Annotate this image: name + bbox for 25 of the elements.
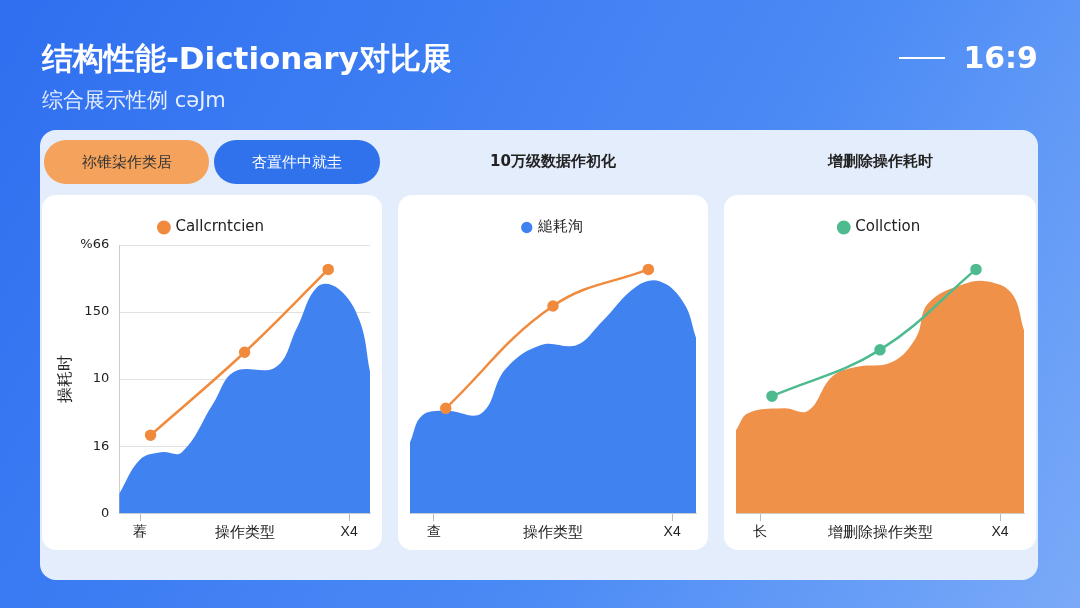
text: 祢锥柒作类居 [44,140,209,184]
text: 杏置件中就圭 [214,140,380,184]
x-axis-title: 操作类型 [523,523,583,541]
text: 16:9 [963,40,1038,75]
text: 10 [92,370,110,386]
text: 结构性能-Dictionary对比展 [42,39,452,78]
x-tick-label: 萶 [133,523,148,540]
x-tick-label: 长 [753,523,767,540]
legend-label: Callcrntcien [175,217,265,236]
text: 0 [100,504,110,520]
y-axis-title: 操耗时 [56,355,74,404]
x-tick-label: X4 [663,523,681,540]
legend-label: Collction [855,217,921,236]
chart-title: 增删除操作耗时 [826,152,934,171]
x-tick-label: X4 [991,523,1009,540]
legend-label: 縋耗洵 [537,217,584,236]
x-axis-title: 增删除操作类型 [826,523,933,541]
text: %66 [80,236,110,252]
text: 16 [92,437,110,453]
chart-title: 10万级数据作初化 [489,152,617,171]
x-axis-title: 操作类型 [214,523,275,541]
text: 150 [84,303,110,319]
text: 综合展示性例 cəJm [42,87,226,114]
x-tick-label: X4 [340,523,358,540]
x-tick-label: 查 [426,523,441,540]
